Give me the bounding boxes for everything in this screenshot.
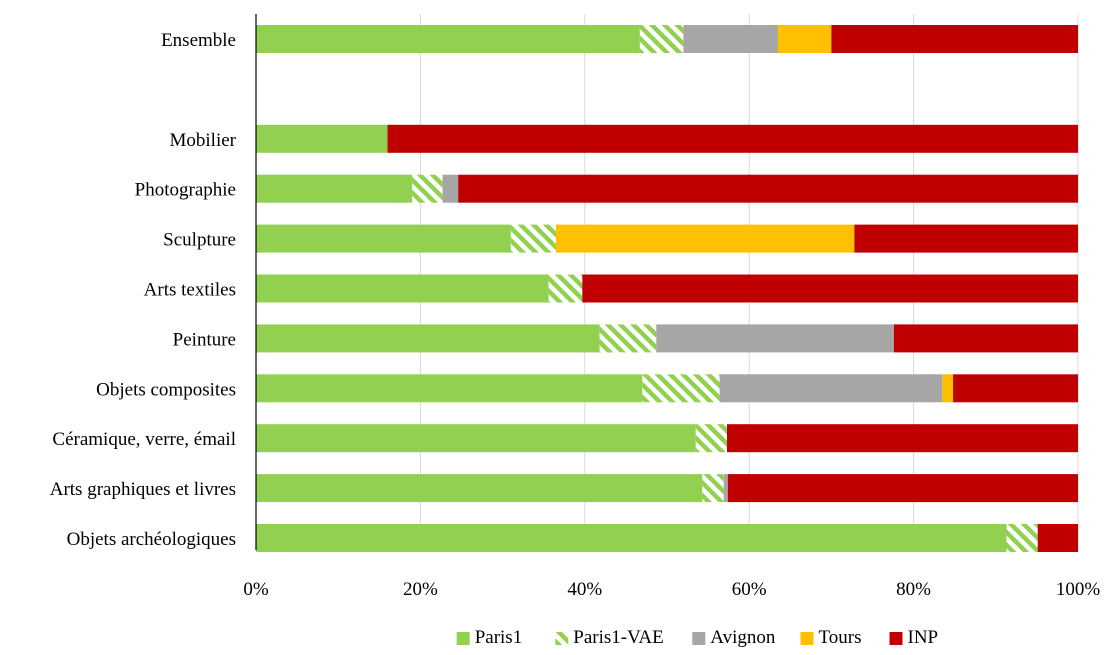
legend-label-avignon: Avignon — [710, 627, 776, 648]
bar-arts-graphiques-et-livres-inp — [727, 474, 1078, 503]
category-label-objets-composites: Objets composites — [96, 379, 236, 400]
bar-ceramique-verre-email-inp — [727, 424, 1078, 453]
bar-objets-archeologiques-paris1-vae — [1006, 524, 1038, 552]
bar-objets-composites-avignon — [719, 374, 943, 403]
bar-ensemble-paris1 — [256, 25, 640, 53]
category-labels: Ensemble Mobilier Photographie Sculpture Art… — [50, 30, 237, 550]
legend-swatch-avignon — [692, 632, 706, 645]
bar-arts-textiles-inp — [582, 274, 1078, 303]
bar-ceramique-verre-email-paris1 — [256, 424, 696, 453]
legend: Paris1 Paris1-VAE Avignon Tours INP — [456, 627, 939, 648]
category-label-arts-graphiques-et-livres: Arts graphiques et livres — [50, 479, 236, 500]
bar-arts-graphiques-et-livres-paris1-vae — [702, 474, 724, 503]
bar-photographie-inp — [458, 174, 1078, 203]
legend-label-inp: INP — [908, 627, 939, 648]
category-label-objets-archeologiques: Objets archéologiques — [67, 529, 236, 550]
legend-label-tours: Tours — [819, 627, 862, 648]
bars — [256, 25, 1078, 552]
bar-photographie-paris1 — [256, 174, 413, 203]
bar-objets-archeologiques-paris1 — [256, 524, 1007, 552]
category-label-mobilier: Mobilier — [170, 130, 237, 151]
bar-peinture-inp — [893, 324, 1078, 353]
x-tick-20: 20% — [403, 579, 438, 600]
bar-sculpture-tours — [556, 224, 855, 253]
bar-arts-graphiques-et-livres-paris1 — [256, 474, 703, 503]
bar-peinture-paris1-vae — [599, 324, 657, 353]
legend-swatch-paris1 — [456, 632, 470, 645]
legend-swatch-tours — [800, 632, 814, 645]
bar-photographie-paris1-vae — [412, 174, 443, 203]
bar-photographie-avignon — [442, 174, 459, 203]
category-label-arts-textiles: Arts textiles — [144, 280, 236, 301]
bar-ensemble-avignon — [683, 25, 778, 53]
x-tick-labels: 0% 20% 40% 60% 80% 100% — [243, 579, 1100, 600]
category-label-ensemble: Ensemble — [161, 30, 236, 51]
category-label-ceramique-verre-email: Céramique, verre, émail — [52, 429, 236, 450]
bar-ensemble-paris1-vae — [639, 25, 684, 53]
bar-ceramique-verre-email-paris1-vae — [695, 424, 728, 453]
bar-ensemble-inp — [831, 25, 1078, 53]
category-label-photographie: Photographie — [135, 180, 236, 201]
legend-label-paris1-vae: Paris1-VAE — [573, 627, 663, 648]
x-tick-60: 60% — [732, 579, 767, 600]
bar-peinture-avignon — [656, 324, 894, 353]
category-label-sculpture: Sculpture — [163, 230, 236, 251]
bar-objets-composites-inp — [953, 374, 1078, 403]
bar-objets-archeologiques-inp — [1037, 524, 1078, 552]
legend-swatch-inp — [889, 632, 903, 645]
bar-sculpture-inp — [854, 224, 1078, 253]
bar-mobilier-paris1 — [256, 124, 388, 153]
bar-sculpture-paris1-vae — [510, 224, 557, 253]
category-label-peinture: Peinture — [173, 329, 236, 350]
legend-label-paris1: Paris1 — [475, 627, 523, 648]
x-tick-80: 80% — [896, 579, 931, 600]
bar-objets-composites-paris1 — [256, 374, 643, 403]
legend-swatch-paris1-vae — [555, 632, 569, 645]
x-tick-100: 100% — [1056, 579, 1101, 600]
bar-mobilier-inp — [387, 124, 1078, 153]
bar-sculpture-paris1 — [256, 224, 511, 253]
x-tick-0: 0% — [243, 579, 269, 600]
bar-ensemble-tours — [777, 25, 832, 53]
bar-peinture-paris1 — [256, 324, 600, 353]
bar-arts-textiles-paris1-vae — [548, 274, 583, 303]
x-tick-40: 40% — [567, 579, 602, 600]
bar-arts-graphiques-et-livres-avignon — [723, 474, 728, 503]
bar-objets-composites-paris1-vae — [642, 374, 720, 403]
bar-arts-textiles-paris1 — [256, 274, 549, 303]
bar-objets-composites-tours — [942, 374, 954, 403]
